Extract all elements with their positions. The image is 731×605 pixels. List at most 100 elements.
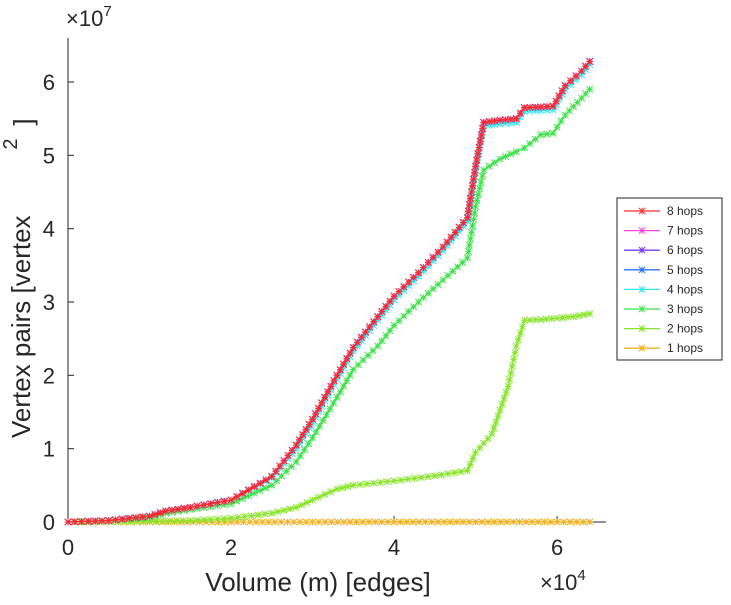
data-point [322, 519, 328, 525]
data-point [465, 248, 471, 254]
data-point [344, 377, 350, 383]
data-point [291, 519, 297, 525]
y-axis-title: Vertex pairs [vertex [6, 215, 36, 438]
data-point [201, 517, 207, 523]
data-point [347, 519, 353, 525]
data-point [491, 159, 497, 165]
data-point [228, 497, 234, 503]
series-line-5-hops [68, 61, 590, 522]
data-point [452, 229, 458, 235]
data-point [375, 343, 381, 349]
data-point [327, 406, 333, 412]
data-point [180, 517, 186, 523]
data-point [273, 468, 279, 474]
data-point [403, 519, 409, 525]
data-point [350, 482, 356, 488]
data-point [586, 58, 592, 64]
data-point [152, 511, 158, 517]
data-point [538, 132, 544, 138]
data-point [194, 517, 200, 523]
data-point [491, 519, 497, 525]
data-point [372, 519, 378, 525]
legend-marker [639, 247, 645, 253]
x-tick-label: 2 [225, 535, 237, 560]
series-6-hops [65, 58, 593, 525]
series-5-hops [65, 58, 593, 525]
data-point [320, 417, 326, 423]
data-point [560, 519, 566, 525]
data-point [475, 151, 481, 157]
data-point [391, 478, 397, 484]
data-point [432, 473, 438, 479]
data-point [263, 485, 269, 491]
data-point [475, 191, 481, 197]
data-point [221, 498, 227, 504]
data-point [309, 519, 315, 525]
x-exponent-power: 4 [577, 567, 585, 584]
data-point [330, 400, 336, 406]
data-point [398, 477, 404, 483]
data-point [328, 519, 334, 525]
data-point [293, 459, 299, 465]
data-point [379, 308, 385, 314]
data-point [485, 519, 491, 525]
data-point [489, 431, 495, 437]
data-point [253, 519, 259, 525]
data-point [173, 518, 179, 524]
data-point [269, 473, 275, 479]
data-point [467, 461, 473, 467]
data-point [126, 515, 132, 521]
x-tick-label: 4 [388, 535, 400, 560]
data-point [448, 234, 454, 240]
data-point [435, 519, 441, 525]
x-exponent-label: ×104 [540, 567, 586, 595]
data-point [466, 202, 472, 208]
data-point [133, 514, 139, 520]
legend-marker [639, 345, 645, 351]
data-point [515, 336, 521, 342]
data-point [169, 507, 175, 513]
data-point [362, 329, 368, 335]
series-line-8-hops [68, 61, 590, 522]
data-point [239, 490, 245, 496]
data-point [248, 513, 254, 519]
data-point [99, 518, 105, 524]
data-point [167, 518, 173, 524]
series-line-2-hops [68, 314, 590, 522]
data-point [532, 136, 538, 142]
data-point [379, 338, 385, 344]
data-point [347, 350, 353, 356]
data-point [472, 519, 478, 525]
data-point [234, 493, 240, 499]
x-axis-title: Volume (m) [edges] [205, 567, 430, 597]
data-point [257, 487, 263, 493]
data-point [438, 472, 444, 478]
data-point [383, 303, 389, 309]
x-tick-label: 0 [62, 535, 74, 560]
data-point [194, 503, 200, 509]
data-point [334, 486, 340, 492]
data-point [447, 519, 453, 525]
data-point [119, 516, 125, 522]
data-point [375, 313, 381, 319]
data-point [235, 514, 241, 520]
data-point [214, 499, 220, 505]
data-point [516, 519, 522, 525]
data-point [505, 383, 511, 389]
data-point [576, 312, 582, 318]
data-point [370, 319, 376, 325]
y-tick-label: 6 [43, 70, 55, 95]
data-point [345, 483, 351, 489]
data-point [384, 478, 390, 484]
data-point [92, 518, 98, 524]
data-point [251, 490, 257, 496]
data-point [337, 367, 343, 373]
data-point [353, 519, 359, 525]
y-tick-label: 2 [43, 363, 55, 388]
legend-label: 6 hops [667, 243, 703, 257]
legend-label: 3 hops [667, 302, 703, 316]
data-point [513, 115, 519, 121]
data-point [491, 425, 497, 431]
data-point [378, 519, 384, 525]
